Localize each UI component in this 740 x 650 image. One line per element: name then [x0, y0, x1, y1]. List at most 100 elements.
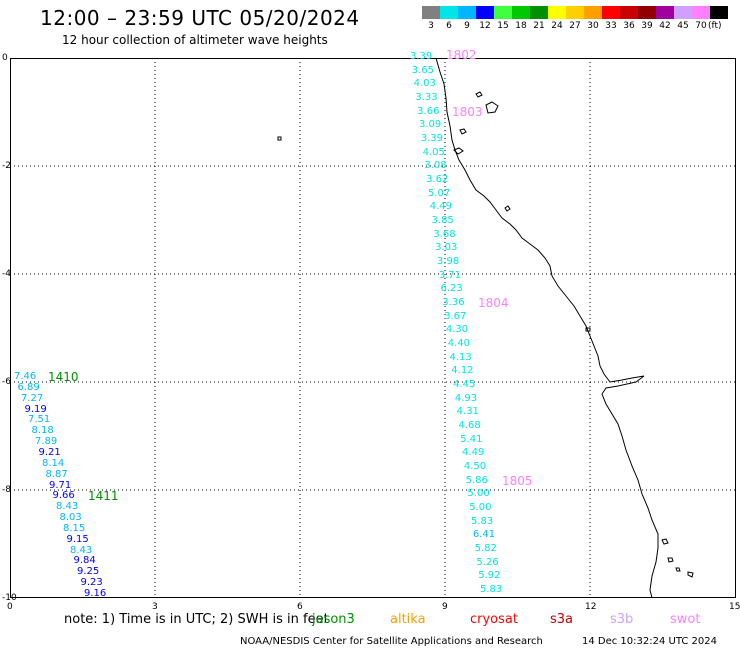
legend-swatch	[638, 6, 656, 19]
satellite-label-s3b: s3b	[610, 612, 634, 627]
x-tick-label: 3	[152, 602, 158, 612]
wave-height-value: 4.12	[451, 365, 474, 377]
legend-swatch	[692, 6, 710, 19]
satellite-label-s3a: s3a	[550, 612, 574, 627]
footer-credit: NOAA/NESDIS Center for Satellite Applica…	[240, 636, 543, 647]
track-time-label: 1804	[478, 296, 509, 310]
wave-height-value: 8.18	[31, 425, 54, 437]
legend-label: 27	[569, 21, 581, 31]
legend-label: 9	[464, 21, 470, 31]
legend-swatch	[458, 6, 476, 19]
wave-height-value: 5.86	[465, 474, 488, 486]
wave-height-value: 7.46	[14, 371, 37, 382]
wave-height-value: 5.41	[460, 433, 483, 445]
wave-height-value: 8.43	[70, 544, 93, 556]
legend-swatch	[422, 6, 440, 19]
satellite-label-jason3: jason3	[312, 612, 355, 627]
legend-label: 36	[623, 21, 635, 31]
wave-height-value: 8.14	[42, 457, 65, 469]
wave-height-value: 9.23	[80, 577, 103, 589]
wave-height-value: 3.98	[436, 256, 460, 267]
wave-height-value: 4.05	[422, 146, 445, 158]
y-tick-label: -6	[2, 377, 11, 387]
legend-label: 6	[446, 21, 452, 31]
track-time-label: 1410	[48, 370, 79, 384]
legend-label: 39	[641, 21, 653, 31]
island	[661, 538, 669, 545]
page-subtitle: 12 hour collection of altimeter wave hei…	[62, 33, 328, 47]
legend-label: 30	[587, 21, 599, 31]
legend-label: 3	[428, 21, 434, 31]
wave-height-value: 3.36	[442, 297, 465, 308]
wave-height-value: 4.49	[429, 201, 452, 213]
island	[585, 327, 591, 332]
wave-height-value: 4.50	[463, 461, 487, 472]
wave-height-value: 9.19	[24, 403, 47, 415]
legend-swatch	[512, 6, 530, 19]
wave-height-value: 4.31	[456, 406, 479, 418]
wave-height-value: 8.87	[45, 468, 68, 480]
wave-height-value: 7.27	[21, 392, 44, 404]
legend-label: 42	[659, 21, 671, 31]
wave-height-value: 9.21	[38, 446, 61, 458]
island	[485, 101, 499, 114]
wave-height-value: 3.85	[431, 215, 454, 226]
wave-height-value: 3.71	[438, 269, 461, 281]
wave-height-value: 3.68	[433, 228, 456, 240]
wave-height-value: 9.25	[77, 566, 100, 578]
grid-lines	[10, 58, 736, 598]
wave-height-value: 8.03	[59, 512, 82, 524]
island	[277, 136, 282, 141]
wave-height-value: 5.92	[478, 570, 501, 582]
legend-label: 45	[677, 21, 689, 31]
island	[453, 147, 464, 155]
legend-label: 18	[515, 21, 527, 31]
track-time-label: 1803	[452, 105, 483, 119]
footer-timestamp: 14 Dec 10:32:24 UTC 2024	[582, 636, 717, 647]
wave-height-value: 7.89	[35, 436, 58, 448]
wave-height-value: 9.71	[49, 479, 72, 491]
wave-height-value: 9.84	[73, 555, 96, 567]
wave-height-value: 3.39	[410, 51, 433, 62]
y-tick-label: -8	[2, 485, 11, 495]
legend-label: 12	[479, 21, 491, 31]
legend-unit: (ft)	[708, 21, 722, 31]
wave-height-value: 3.66	[417, 105, 440, 117]
wave-height-value: 4.03	[413, 78, 436, 90]
wave-height-value: 3.03	[435, 242, 458, 254]
wave-height-value: 4.45	[453, 379, 476, 390]
wave-height-value: 3.09	[418, 119, 442, 131]
island	[667, 557, 674, 563]
island	[504, 205, 511, 212]
satellite-label-swot: swot	[670, 612, 701, 627]
wave-height-value: 6.41	[472, 529, 496, 541]
wave-height-value: 5.83	[480, 584, 503, 595]
legend-swatch	[476, 6, 494, 19]
wave-height-value: 9.66	[52, 490, 75, 502]
wave-height-value: 4.68	[458, 420, 481, 431]
legend-swatch	[440, 6, 458, 19]
wave-height-value: 4.30	[445, 324, 469, 336]
x-tick-label: 0	[7, 602, 13, 612]
island	[475, 91, 483, 98]
track-time-label: 1802	[446, 48, 477, 62]
wave-height-value: 4.13	[449, 351, 472, 363]
wave-height-value: 8.15	[63, 522, 86, 534]
legend-label: 70	[695, 21, 707, 31]
island	[675, 567, 681, 572]
wave-height-value: 3.62	[426, 174, 449, 185]
y-tick-label: 0	[2, 53, 8, 63]
y-tick-label: -4	[2, 269, 11, 279]
x-tick-label: 12	[585, 602, 597, 612]
legend-swatch	[674, 6, 692, 19]
legend-swatch	[566, 6, 584, 19]
note-text: note: 1) Time is in UTC; 2) SWH is in fe…	[64, 612, 329, 627]
legend-label: 15	[497, 21, 509, 31]
island	[687, 571, 694, 578]
wave-height-value: 3.39	[420, 133, 444, 144]
wave-height-value: 7.51	[28, 414, 51, 426]
wave-height-value: 3.65	[411, 64, 435, 76]
legend-swatch	[656, 6, 674, 19]
wave-height-value: 5.83	[471, 515, 494, 527]
wave-height-value: 5.82	[474, 543, 497, 554]
